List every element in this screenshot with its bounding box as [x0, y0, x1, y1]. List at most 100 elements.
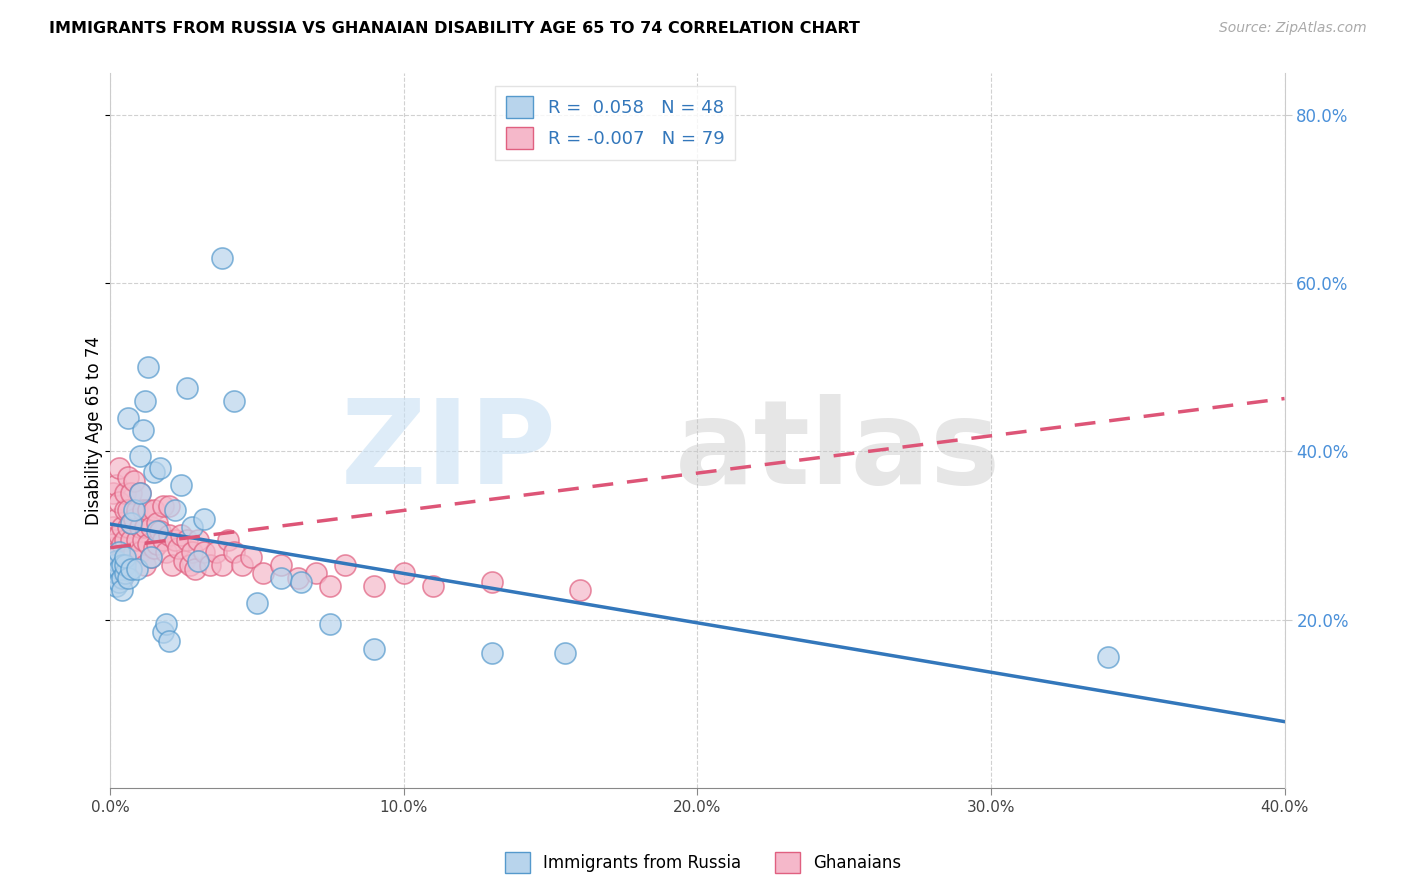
- Point: [114, 486, 136, 500]
- Point: [157, 499, 180, 513]
- Point: [105, 545, 128, 559]
- Point: [270, 570, 292, 584]
- Point: [114, 549, 136, 564]
- Point: [131, 503, 153, 517]
- Point: [141, 549, 163, 564]
- Point: [181, 520, 204, 534]
- Point: [290, 574, 312, 589]
- Point: [181, 545, 204, 559]
- Point: [270, 558, 292, 572]
- Point: [163, 533, 186, 547]
- Point: [184, 562, 207, 576]
- Point: [108, 574, 131, 589]
- Point: [554, 646, 576, 660]
- Point: [105, 478, 128, 492]
- Point: [287, 570, 309, 584]
- Point: [125, 562, 148, 576]
- Point: [105, 579, 128, 593]
- Point: [108, 545, 131, 559]
- Point: [187, 533, 209, 547]
- Point: [1097, 650, 1119, 665]
- Point: [319, 579, 342, 593]
- Point: [138, 360, 160, 375]
- Point: [152, 499, 174, 513]
- Point: [363, 642, 385, 657]
- Point: [117, 469, 139, 483]
- Point: [211, 558, 233, 572]
- Point: [176, 533, 198, 547]
- Point: [103, 558, 125, 572]
- Point: [146, 516, 169, 530]
- Point: [111, 570, 134, 584]
- Point: [155, 616, 177, 631]
- Point: [173, 554, 195, 568]
- Point: [246, 596, 269, 610]
- Point: [108, 554, 131, 568]
- Point: [363, 579, 385, 593]
- Point: [222, 545, 245, 559]
- Point: [152, 625, 174, 640]
- Legend: Immigrants from Russia, Ghanaians: Immigrants from Russia, Ghanaians: [498, 846, 908, 880]
- Point: [134, 558, 156, 572]
- Point: [108, 528, 131, 542]
- Point: [128, 486, 150, 500]
- Point: [134, 520, 156, 534]
- Point: [305, 566, 328, 581]
- Point: [108, 495, 131, 509]
- Point: [120, 533, 142, 547]
- Point: [170, 528, 193, 542]
- Point: [217, 533, 239, 547]
- Point: [117, 410, 139, 425]
- Point: [422, 579, 444, 593]
- Point: [198, 558, 221, 572]
- Point: [141, 520, 163, 534]
- Point: [128, 545, 150, 559]
- Point: [111, 583, 134, 598]
- Point: [481, 646, 503, 660]
- Point: [160, 558, 183, 572]
- Point: [105, 554, 128, 568]
- Point: [120, 516, 142, 530]
- Point: [120, 486, 142, 500]
- Point: [143, 503, 166, 517]
- Point: [108, 562, 131, 576]
- Point: [157, 633, 180, 648]
- Point: [105, 511, 128, 525]
- Point: [146, 537, 169, 551]
- Point: [141, 549, 163, 564]
- Point: [176, 381, 198, 395]
- Point: [120, 562, 142, 576]
- Point: [252, 566, 274, 581]
- Point: [114, 566, 136, 581]
- Point: [481, 574, 503, 589]
- Point: [125, 533, 148, 547]
- Point: [205, 545, 228, 559]
- Point: [146, 524, 169, 539]
- Point: [122, 545, 145, 559]
- Point: [103, 486, 125, 500]
- Point: [111, 537, 134, 551]
- Text: IMMIGRANTS FROM RUSSIA VS GHANAIAN DISABILITY AGE 65 TO 74 CORRELATION CHART: IMMIGRANTS FROM RUSSIA VS GHANAIAN DISAB…: [49, 21, 860, 36]
- Point: [131, 423, 153, 437]
- Point: [111, 558, 134, 572]
- Point: [120, 516, 142, 530]
- Point: [111, 520, 134, 534]
- Point: [111, 570, 134, 584]
- Point: [138, 537, 160, 551]
- Point: [240, 549, 263, 564]
- Text: Source: ZipAtlas.com: Source: ZipAtlas.com: [1219, 21, 1367, 35]
- Point: [333, 558, 356, 572]
- Point: [163, 503, 186, 517]
- Point: [122, 474, 145, 488]
- Y-axis label: Disability Age 65 to 74: Disability Age 65 to 74: [86, 336, 103, 524]
- Point: [222, 393, 245, 408]
- Point: [128, 486, 150, 500]
- Point: [193, 545, 215, 559]
- Point: [128, 520, 150, 534]
- Point: [114, 503, 136, 517]
- Point: [103, 520, 125, 534]
- Point: [187, 554, 209, 568]
- Point: [211, 251, 233, 265]
- Point: [568, 583, 591, 598]
- Point: [152, 533, 174, 547]
